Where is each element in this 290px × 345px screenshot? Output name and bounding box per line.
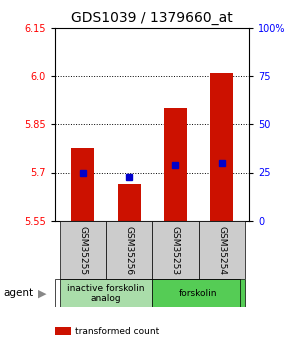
Bar — [71, 148, 95, 221]
Bar — [106, 221, 152, 279]
Text: GSM35253: GSM35253 — [171, 226, 180, 275]
Bar — [60, 221, 106, 279]
Text: ▶: ▶ — [38, 288, 46, 298]
Text: GSM35255: GSM35255 — [78, 226, 87, 275]
Text: inactive forskolin
analog: inactive forskolin analog — [67, 284, 145, 303]
Text: transformed count: transformed count — [75, 327, 160, 336]
Text: agent: agent — [3, 288, 33, 298]
Bar — [210, 73, 233, 221]
Bar — [152, 221, 199, 279]
Bar — [152, 279, 245, 307]
Text: forskolin: forskolin — [179, 289, 218, 298]
Bar — [117, 184, 141, 221]
Text: GSM35256: GSM35256 — [125, 226, 134, 275]
Bar — [60, 279, 152, 307]
Title: GDS1039 / 1379660_at: GDS1039 / 1379660_at — [71, 11, 233, 25]
Bar — [164, 108, 187, 221]
Bar — [199, 221, 245, 279]
Text: GSM35254: GSM35254 — [217, 226, 226, 275]
